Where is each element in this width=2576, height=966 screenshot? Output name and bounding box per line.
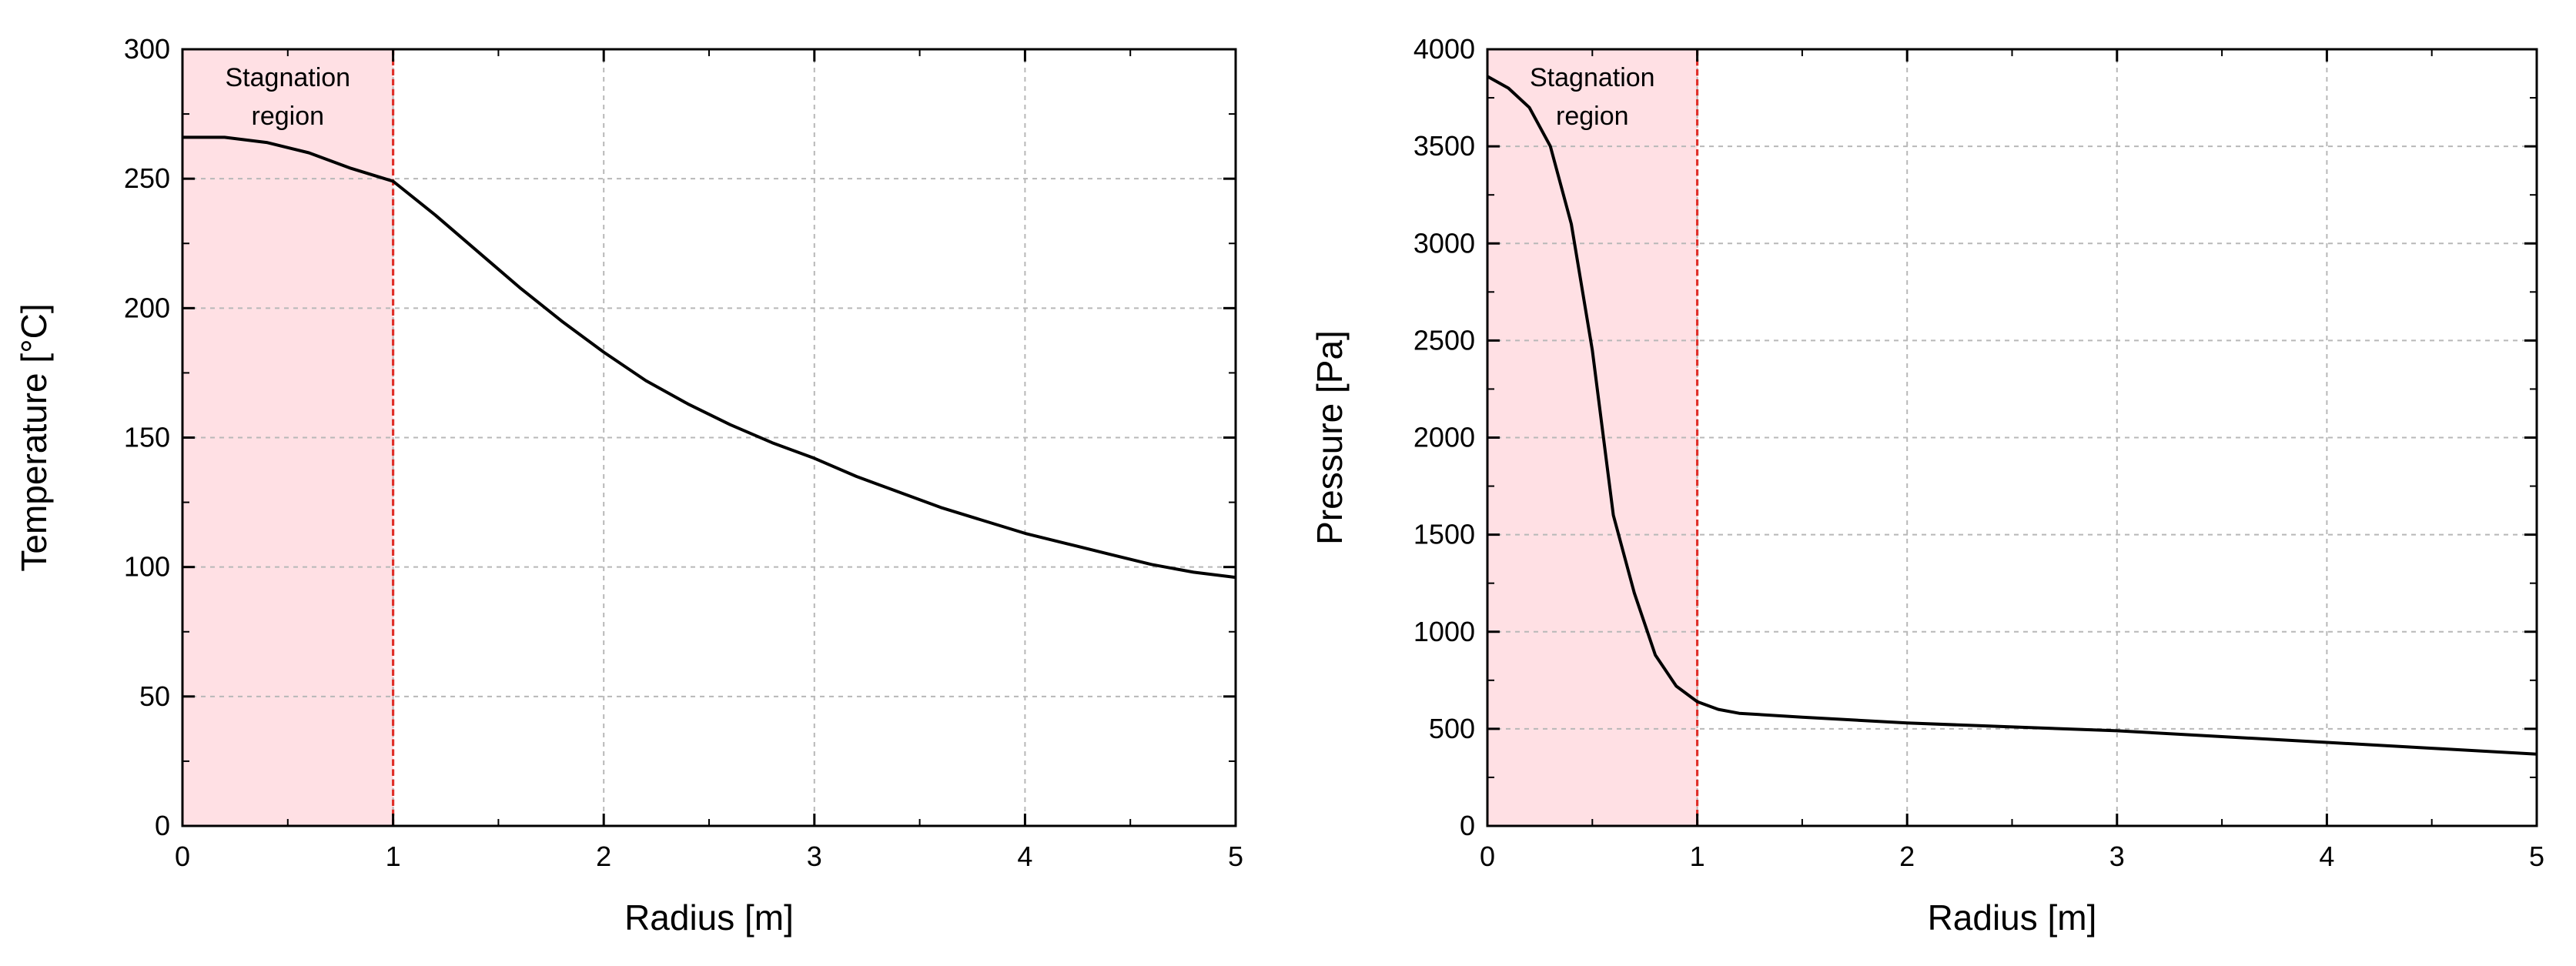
y-tick-label: 3500 <box>1413 130 1475 162</box>
x-tick-label: 0 <box>175 841 190 872</box>
y-tick-label: 3000 <box>1413 227 1475 259</box>
y-tick-label: 0 <box>1460 810 1475 841</box>
x-tick-label: 4 <box>1017 841 1032 872</box>
stagnation-region-label-line1: Stagnation <box>1530 63 1655 92</box>
x-tick-label: 3 <box>807 841 822 872</box>
y-tick-label: 50 <box>139 680 170 712</box>
x-tick-label: 2 <box>1899 841 1915 872</box>
y-tick-label: 4000 <box>1413 33 1475 65</box>
y-tick-label: 0 <box>155 810 170 841</box>
data-line-series-0 <box>182 135 1236 580</box>
x-tick-label: 5 <box>1228 841 1243 872</box>
x-axis-label: Radius [m] <box>624 897 794 938</box>
x-tick-label: 5 <box>2529 841 2544 872</box>
x-axis-label: Radius [m] <box>1928 897 2097 938</box>
y-tick-label: 100 <box>124 551 170 583</box>
x-tick-label: 1 <box>386 841 401 872</box>
stagnation-region-label-line1: Stagnation <box>226 63 351 92</box>
y-tick-label: 1000 <box>1413 616 1475 647</box>
x-tick-label: 4 <box>2319 841 2334 872</box>
y-tick-label: 2000 <box>1413 422 1475 453</box>
y-tick-label: 1500 <box>1413 519 1475 550</box>
y-tick-label: 300 <box>124 33 170 65</box>
stagnation-region-label-line2: region <box>252 102 325 131</box>
y-axis-label: Pressure [Pa] <box>1310 330 1350 545</box>
stagnation-region-label-line2: region <box>1556 102 1629 131</box>
y-tick-label: 250 <box>124 162 170 194</box>
y-tick-label: 500 <box>1429 713 1475 744</box>
x-tick-label: 1 <box>1690 841 1705 872</box>
pressure-chart: Stagnation region 0 1 2 3 4 5 0 500 1000 1500 2000 25… <box>1310 33 2544 938</box>
y-tick-label: 150 <box>124 422 170 453</box>
y-tick-label: 200 <box>124 292 170 323</box>
x-tick-label: 3 <box>2109 841 2125 872</box>
y-axis-label: Temperature [°C] <box>14 303 54 571</box>
y-tick-label: 2500 <box>1413 324 1475 356</box>
data-line-series-0 <box>1487 75 2538 756</box>
x-tick-label: 2 <box>596 841 611 872</box>
x-tick-label: 0 <box>1480 841 1495 872</box>
